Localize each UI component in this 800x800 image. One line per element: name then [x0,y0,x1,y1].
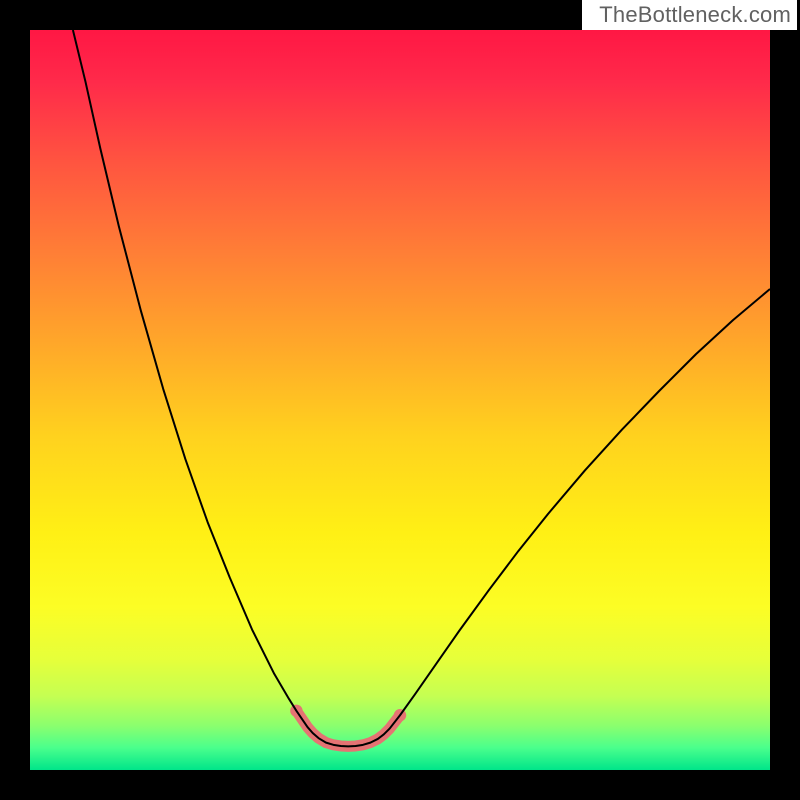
chart-frame: TheBottleneck.com [0,0,800,800]
bottleneck-curve [73,30,770,746]
watermark-text: TheBottleneck.com [599,2,791,27]
plot-area [30,30,770,770]
watermark-label: TheBottleneck.com [582,0,797,30]
curve-layer [30,30,770,770]
